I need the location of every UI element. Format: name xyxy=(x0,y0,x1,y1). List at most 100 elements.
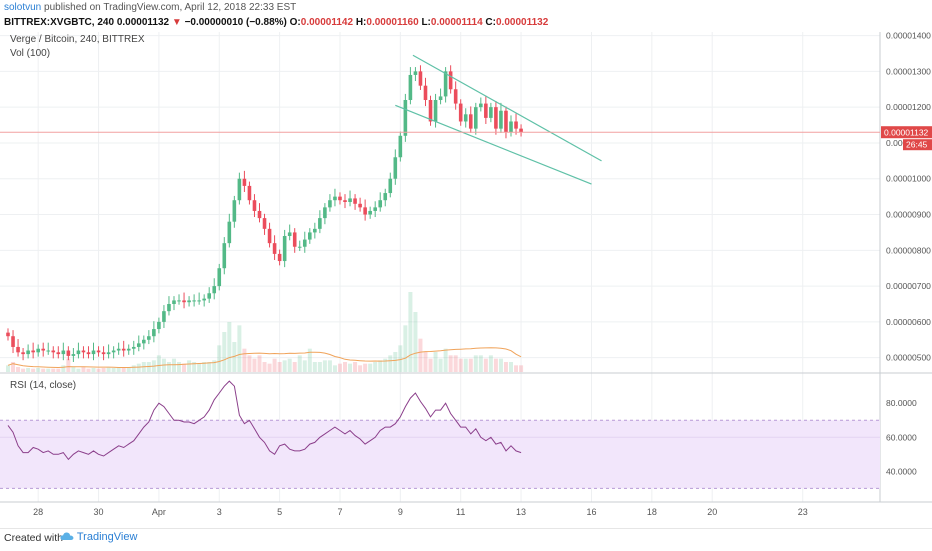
volume-bar xyxy=(11,362,16,372)
chart-header: solotvun published on TradingView.com, A… xyxy=(0,0,932,32)
close-value: 0.00001132 xyxy=(495,17,549,28)
footer: Created with TradingView xyxy=(0,528,932,551)
time-tick-label: 7 xyxy=(337,507,342,517)
candle-body xyxy=(106,352,111,355)
volume-bar xyxy=(71,367,76,372)
candle-body xyxy=(91,350,96,355)
candle-body xyxy=(473,107,478,129)
candle-body xyxy=(212,286,217,294)
candle-body xyxy=(31,350,35,353)
volume-bar xyxy=(182,363,187,372)
volume-bar xyxy=(26,368,31,372)
volume-bar xyxy=(207,362,212,372)
volume-bar xyxy=(146,362,151,372)
rsi-tick-label: 40.0000 xyxy=(886,466,917,476)
volume-bar xyxy=(21,368,26,372)
candle-body xyxy=(272,243,277,254)
volume-bar xyxy=(343,362,348,372)
low-value: 0.00001114 xyxy=(430,17,483,28)
tradingview-brand: TradingView xyxy=(76,531,138,543)
volume-bar xyxy=(86,368,91,372)
volume-bar xyxy=(332,365,337,372)
candle-body xyxy=(36,348,40,353)
volume-bar xyxy=(6,365,10,372)
volume-bar xyxy=(96,368,101,372)
volume-bar xyxy=(91,368,96,372)
volume-bar xyxy=(101,368,106,372)
candle-body xyxy=(509,121,513,133)
time-tick-label: Apr xyxy=(152,507,166,517)
volume-bar xyxy=(222,332,227,372)
symbol-label: BITTREX:XVGBTC, 240 xyxy=(4,17,115,28)
candle-body xyxy=(428,100,433,122)
volume-bar xyxy=(317,362,322,372)
countdown-box xyxy=(903,139,932,151)
time-tick-label: 20 xyxy=(707,507,717,517)
volume-bar xyxy=(483,358,488,372)
chart-svg[interactable]: 0.000014000.000013000.000012000.00001100… xyxy=(0,31,932,520)
candle-body xyxy=(187,300,191,303)
volume-bar xyxy=(16,367,21,372)
volume-bar xyxy=(408,292,413,372)
candle-body xyxy=(383,193,388,201)
volume-bar xyxy=(453,355,458,372)
volume-bar xyxy=(322,360,327,372)
publish-info: solotvun published on TradingView.com, A… xyxy=(4,2,296,13)
candle-body xyxy=(514,121,518,129)
low-label: L: xyxy=(421,17,431,28)
candle-body xyxy=(101,352,106,355)
volume-bar xyxy=(413,312,418,372)
volume-bar xyxy=(327,360,332,372)
volume-bar xyxy=(458,358,463,372)
candle-body xyxy=(232,200,237,222)
volume-legend: Vol (100) xyxy=(10,48,51,59)
price-tick-label: 0.00000700 xyxy=(886,281,931,291)
volume-bar xyxy=(297,355,302,372)
volume-bar xyxy=(247,355,252,372)
volume-bar xyxy=(272,358,277,372)
candle-body xyxy=(162,311,166,322)
volume-bar xyxy=(493,358,498,372)
down-arrow-icon: ▼ xyxy=(171,17,182,28)
price-change: −0.00000010 (−0.88%) xyxy=(184,17,287,28)
candle-body xyxy=(111,350,116,353)
candle-body xyxy=(302,239,307,247)
cloud-icon xyxy=(60,532,74,540)
candle-body xyxy=(453,89,458,104)
chart-area[interactable]: 0.000014000.000013000.000012000.00001100… xyxy=(0,31,932,520)
volume-bar xyxy=(51,368,56,372)
volume-bar xyxy=(202,362,207,372)
candle-body xyxy=(323,207,327,219)
candle-body xyxy=(126,348,131,351)
candle-body xyxy=(479,103,483,108)
candle-body xyxy=(408,74,413,100)
ohlc-readout: BITTREX:XVGBTC, 240 0.00001132 ▼ −0.0000… xyxy=(4,17,548,28)
candle-body xyxy=(499,110,503,129)
price-tick-label: 0.00001400 xyxy=(886,32,931,41)
candle-body xyxy=(343,200,347,202)
time-tick-label: 30 xyxy=(94,507,104,517)
tradingview-logo[interactable]: TradingView xyxy=(60,531,137,543)
volume-bar xyxy=(121,367,126,372)
candle-body xyxy=(388,178,393,194)
created-with: Created with xyxy=(4,532,63,544)
candle-body xyxy=(11,336,15,347)
volume-bar xyxy=(473,355,478,372)
candle-body xyxy=(403,100,408,136)
candle-body xyxy=(16,346,20,353)
volume-bar xyxy=(46,368,51,372)
trendline-lower xyxy=(395,104,592,185)
candle-body xyxy=(448,71,453,90)
rsi-band xyxy=(0,420,880,489)
candle-body xyxy=(413,71,418,75)
candle-body xyxy=(257,210,262,219)
candle-body xyxy=(358,203,362,208)
volume-bar xyxy=(192,362,197,372)
rsi-legend: RSI (14, close) xyxy=(10,380,77,391)
candle-body xyxy=(207,293,211,299)
time-tick-label: 11 xyxy=(456,507,465,517)
volume-bar xyxy=(468,358,473,372)
author-link[interactable]: solotvun xyxy=(4,2,42,13)
price-tick-label: 0.00000600 xyxy=(886,317,931,327)
candle-body xyxy=(262,218,267,229)
